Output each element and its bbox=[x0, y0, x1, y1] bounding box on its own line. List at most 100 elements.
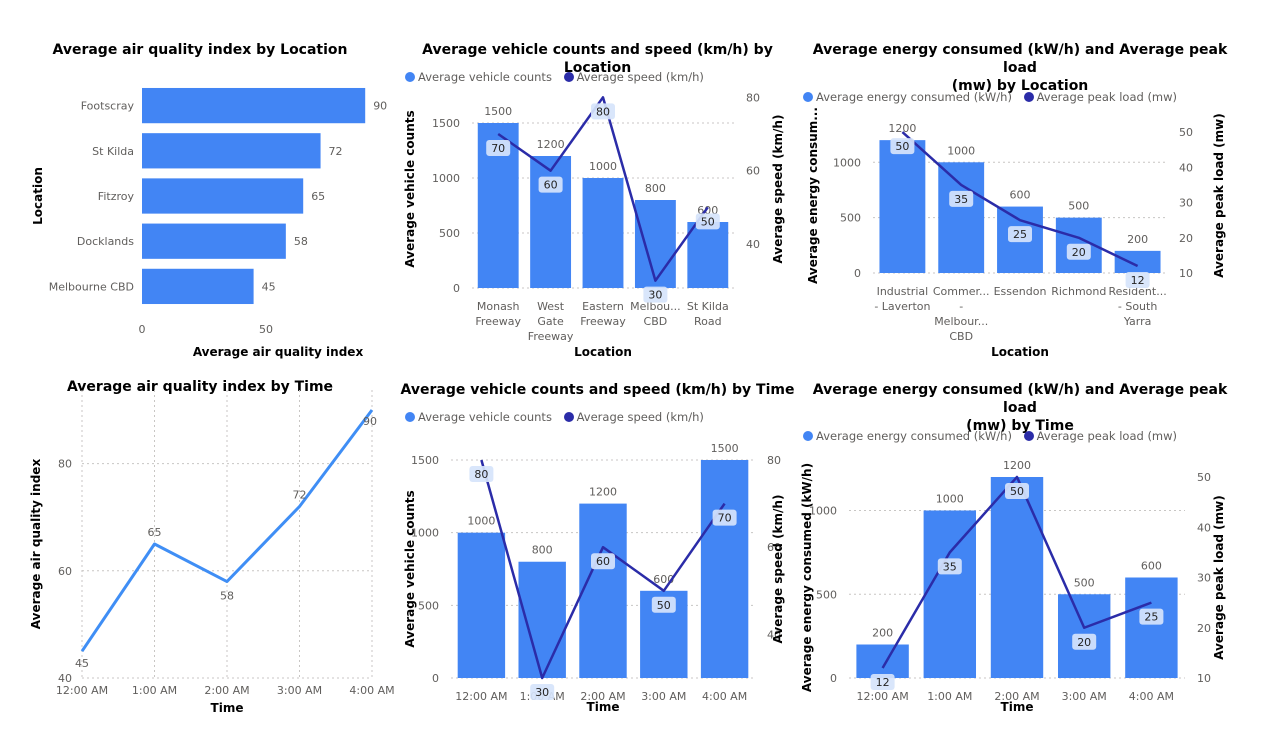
data-label-background bbox=[712, 509, 737, 526]
legend-label: Average peak load (mw) bbox=[1036, 90, 1178, 104]
y2-tick-label: 20 bbox=[1179, 232, 1193, 245]
y-tick-label: 0 bbox=[453, 282, 460, 295]
x-axis-title: Average air quality index bbox=[193, 345, 364, 359]
category-tick-label: 2:00 AM bbox=[994, 690, 1039, 703]
y-tick-label: 1000 bbox=[833, 156, 861, 169]
chart-title: Average energy consumed (kW/h) and Avera… bbox=[795, 41, 1245, 95]
series-line bbox=[881, 475, 1152, 669]
legend-dot-icon bbox=[803, 92, 813, 102]
category-tick-label: - South bbox=[1118, 300, 1157, 313]
bar bbox=[457, 532, 506, 678]
category-tick-label: 12:00 AM bbox=[455, 690, 507, 703]
legend-label: Average speed (km/h) bbox=[576, 410, 704, 424]
y-tick-label: 80 bbox=[58, 458, 72, 471]
legend-label: Average vehicle counts bbox=[418, 70, 552, 84]
bar-value-label: 1200 bbox=[589, 486, 617, 499]
chart-title: Average air quality index by Location bbox=[0, 41, 400, 59]
bar-value-label: 600 bbox=[1141, 560, 1162, 573]
data-label: 90 bbox=[363, 415, 377, 428]
y2-tick-label: 10 bbox=[1179, 267, 1193, 280]
chart-title-line: (mw) by Time bbox=[966, 418, 1074, 434]
chart-legend: Average energy consumed (kW/h) Average p… bbox=[803, 429, 1185, 443]
y-tick-label: 1000 bbox=[432, 172, 460, 185]
y2-axis-title: Average speed (km/h) bbox=[771, 495, 785, 644]
data-label: 25 bbox=[1144, 611, 1158, 624]
bar bbox=[1114, 250, 1161, 273]
y2-tick-label: 20 bbox=[1197, 622, 1211, 635]
category-tick-label: Richmond bbox=[1051, 285, 1106, 298]
y2-tick-label: 50 bbox=[1197, 471, 1211, 484]
data-label-background bbox=[591, 553, 615, 570]
bar-value-label: 500 bbox=[1074, 576, 1095, 589]
bar-value-label: 600 bbox=[1010, 189, 1031, 202]
bar bbox=[579, 503, 627, 678]
bar bbox=[142, 223, 286, 259]
data-label: 12 bbox=[1131, 274, 1145, 287]
bar bbox=[938, 162, 985, 273]
legend-dot-icon bbox=[405, 72, 415, 82]
legend-label: Average energy consumed (kW/h) bbox=[816, 90, 1012, 104]
legend-dot-icon bbox=[563, 72, 574, 82]
legend-dot-icon bbox=[563, 412, 574, 422]
chart-vehicle-by-time: Average vehicle counts and speed (km/h) … bbox=[400, 370, 795, 733]
data-label-background bbox=[530, 684, 555, 700]
x-axis-title: Time bbox=[1001, 700, 1034, 714]
bar bbox=[142, 268, 254, 305]
category-tick-label: - Laverton bbox=[874, 300, 930, 313]
bar-value-label: 500 bbox=[1068, 200, 1089, 213]
category-tick-label: St Kilda bbox=[687, 300, 729, 313]
data-label: 58 bbox=[294, 235, 308, 248]
legend-item: Average vehicle counts bbox=[405, 410, 552, 424]
bar bbox=[687, 222, 729, 288]
chart-title: Average air quality index by Time bbox=[0, 378, 400, 396]
y-axis-title: Average air quality index bbox=[29, 459, 43, 630]
series-line bbox=[901, 131, 1139, 268]
bar-value-label: 800 bbox=[645, 182, 666, 195]
bar-value-label: 800 bbox=[532, 544, 553, 557]
y-tick-label: 0 bbox=[432, 672, 439, 685]
data-label-background bbox=[1072, 633, 1097, 650]
bar-value-label: 1500 bbox=[711, 442, 739, 455]
category-tick-label: Docklands bbox=[77, 235, 134, 248]
data-label-background bbox=[469, 466, 494, 482]
data-label-background bbox=[1066, 243, 1091, 260]
data-label: 70 bbox=[718, 512, 732, 525]
y-axis-title: Location bbox=[31, 167, 45, 225]
data-label: 90 bbox=[373, 100, 387, 113]
category-tick-label: Yarra bbox=[1123, 315, 1152, 328]
bar-value-label: 1200 bbox=[537, 138, 565, 151]
category-tick-label: 2:00 AM bbox=[580, 690, 625, 703]
data-label: 50 bbox=[657, 599, 671, 612]
data-label: 35 bbox=[954, 193, 968, 206]
y-axis-title: Average energy consumed (kW/h) bbox=[800, 463, 814, 692]
legend-item: Average vehicle counts bbox=[405, 70, 552, 84]
category-tick-label: Resident... bbox=[1108, 285, 1166, 298]
data-label: 60 bbox=[544, 179, 558, 192]
bar bbox=[923, 510, 977, 678]
y-axis-title: Average energy consum... bbox=[806, 107, 820, 284]
y2-tick-label: 60 bbox=[767, 541, 781, 554]
bar-value-label: 1500 bbox=[484, 105, 512, 118]
series-line bbox=[80, 409, 374, 653]
category-tick-label: 4:00 AM bbox=[702, 690, 747, 703]
x-tick-label: 0 bbox=[139, 323, 146, 336]
data-label: 20 bbox=[1077, 636, 1091, 649]
data-label: 30 bbox=[535, 686, 549, 699]
bar bbox=[142, 133, 321, 169]
data-label: 35 bbox=[943, 560, 957, 573]
x-tick-label: 1:00 AM bbox=[132, 684, 177, 697]
legend-item: Average energy consumed (kW/h) bbox=[803, 429, 1012, 443]
bar-value-label: 200 bbox=[872, 627, 893, 640]
category-tick-label: Freeway bbox=[580, 315, 626, 328]
y2-tick-label: 50 bbox=[1179, 126, 1193, 139]
y-tick-label: 500 bbox=[418, 599, 439, 612]
category-tick-label: CBD bbox=[644, 315, 668, 328]
y2-tick-label: 80 bbox=[746, 91, 760, 104]
bar bbox=[990, 477, 1044, 678]
y2-tick-label: 60 bbox=[746, 165, 760, 178]
chart-plot: 0 500 1000 1500 40 60 80 1500 Monash Freeway 1200 W… bbox=[403, 91, 785, 359]
chart-air-quality-by-time: Average air quality index by Time 40 60 80… bbox=[0, 370, 400, 733]
category-tick-label: Fitzroy bbox=[98, 190, 135, 203]
data-label: 50 bbox=[701, 215, 715, 228]
